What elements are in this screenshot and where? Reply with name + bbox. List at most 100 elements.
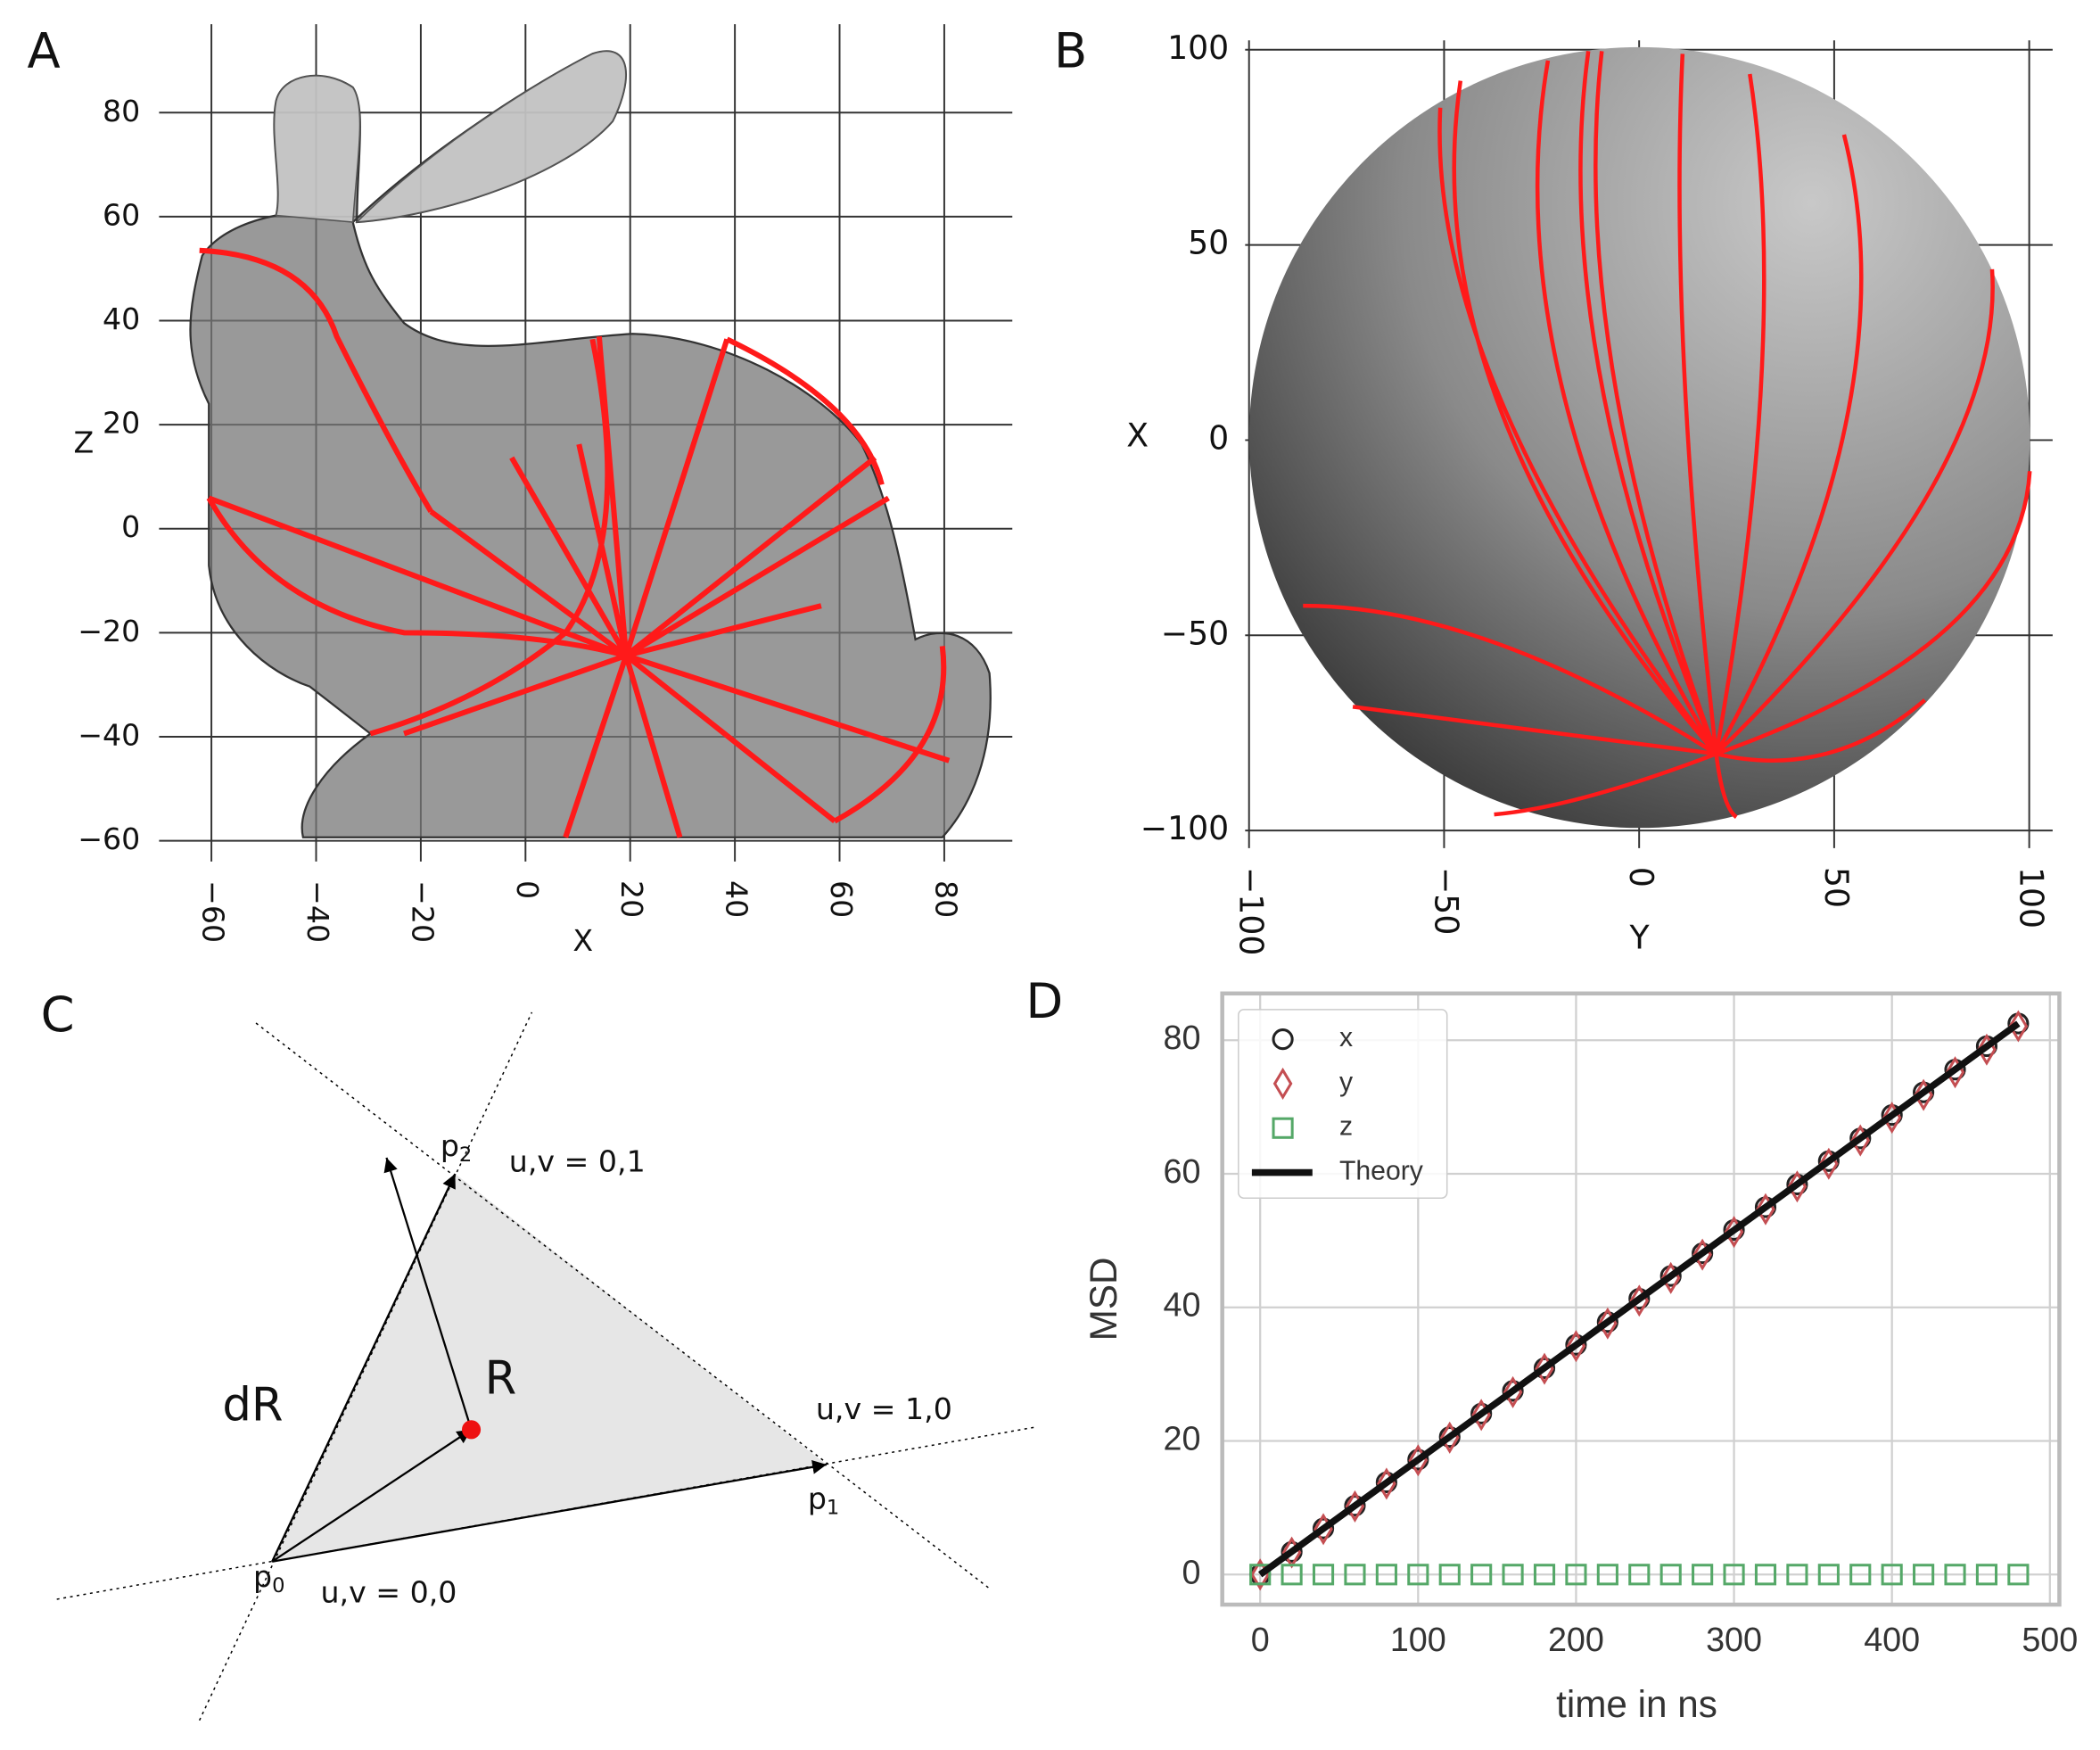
bunny [189, 50, 992, 838]
y-tick-label: 0 [1208, 418, 1229, 457]
point [1312, 1517, 1335, 1540]
point [1596, 1311, 1618, 1333]
legend-marker [1272, 1117, 1294, 1139]
x-axis-label: Y [1628, 918, 1650, 956]
x-tick-label: −20 [405, 880, 440, 943]
panel-label: C [41, 986, 75, 1043]
y-tick-label: −40 [78, 717, 140, 752]
x-axis-label: X [572, 923, 593, 958]
y-tick-label: −20 [78, 614, 140, 648]
y-tick-label: 40 [1164, 1286, 1201, 1324]
y-tick-label: 20 [103, 406, 140, 441]
point [1723, 1564, 1745, 1586]
point [1565, 1564, 1587, 1586]
y-tick-label: 40 [103, 301, 140, 336]
point [1470, 1564, 1493, 1586]
y-axis-label: MSD [1083, 1257, 1124, 1341]
label-p1: p1 [808, 1481, 839, 1519]
point [1596, 1564, 1618, 1586]
point [1692, 1242, 1714, 1265]
legend-marker [1272, 1067, 1293, 1100]
point [1281, 1564, 1303, 1586]
point [1312, 1564, 1335, 1586]
triangle [272, 1174, 827, 1562]
x-tick-label: 20 [614, 880, 649, 918]
y-tick-label: −100 [1141, 809, 1229, 847]
y-tick-label: 50 [1188, 224, 1229, 262]
x-tick-label: 400 [1864, 1621, 1920, 1658]
x-tick-label: 300 [1706, 1621, 1762, 1658]
y-tick-label: 80 [1164, 1019, 1201, 1056]
legend-marker [1272, 1028, 1294, 1051]
y-tick-label: 60 [1164, 1152, 1201, 1190]
point [1817, 1564, 1840, 1586]
point [1533, 1564, 1556, 1586]
point-r [461, 1420, 482, 1440]
y-tick-label: −50 [1161, 614, 1229, 652]
x-tick-label: −40 [301, 880, 335, 943]
point [1502, 1564, 1524, 1586]
legend-label: z [1339, 1112, 1353, 1142]
arrow [271, 1428, 473, 1563]
point [1913, 1564, 1935, 1586]
legend-label: y [1339, 1068, 1354, 1097]
y-tick-label: −60 [78, 821, 140, 856]
panel-label: A [27, 23, 60, 79]
x-axis-label: time in ns [1556, 1683, 1717, 1725]
label-uv: u,v = 0,0 [320, 1574, 457, 1609]
point [1502, 1380, 1524, 1402]
panel-label: D [1025, 973, 1063, 1029]
y-axis-label: Z [73, 425, 94, 460]
label-dr: dR [222, 1379, 283, 1432]
x-tick-label: 0 [510, 880, 545, 899]
point [1565, 1333, 1587, 1356]
point [1975, 1564, 1998, 1586]
point [1533, 1357, 1556, 1379]
point [1659, 1564, 1682, 1586]
label-uv: u,v = 0,1 [509, 1143, 646, 1178]
x-tick-label: 80 [928, 880, 963, 918]
x-tick-label: 0 [1251, 1621, 1270, 1658]
label-base: p [253, 1558, 272, 1593]
y-tick-label: 60 [103, 197, 140, 232]
y-tick-label: 0 [1182, 1553, 1201, 1590]
x-tick-label: 100 [2013, 867, 2051, 929]
point [2008, 1010, 2029, 1043]
y-tick-label: 20 [1164, 1420, 1201, 1457]
point [1375, 1564, 1397, 1586]
diagram: p2 p1 p0 u,v = 0,1 u,v = 1,0 u,v = 0,0 d… [56, 1011, 1037, 1721]
point [1628, 1564, 1651, 1586]
sphere-surface [1248, 46, 2030, 829]
x-tick-label: −60 [196, 880, 231, 943]
x-tick-label: 40 [720, 880, 754, 918]
x-tick-label: −100 [1232, 867, 1271, 955]
label-p0: p0 [253, 1558, 284, 1597]
point [1438, 1425, 1461, 1449]
point [1407, 1564, 1429, 1586]
legend-label: Theory [1339, 1157, 1424, 1186]
label-base: p [808, 1481, 827, 1515]
point [1438, 1564, 1461, 1586]
panel-label: B [1054, 23, 1087, 79]
point [1249, 1564, 1272, 1586]
point [1786, 1564, 1808, 1586]
theory-line [1257, 1020, 2021, 1578]
y-axis-label: X [1126, 417, 1149, 455]
point [1849, 1564, 1872, 1586]
point [1344, 1564, 1366, 1586]
label-sub: 2 [459, 1143, 472, 1166]
point [2007, 1564, 2030, 1586]
x-tick-label: 200 [1548, 1621, 1604, 1658]
label-p2: p2 [441, 1127, 472, 1166]
x-tick-label: 100 [1390, 1621, 1446, 1658]
label-sub: 0 [272, 1573, 284, 1597]
point [1281, 1540, 1303, 1563]
point [1944, 1564, 1966, 1586]
dotted-line [56, 1426, 1037, 1600]
panel-d: 0 100 200 300 400 500 0 20 40 60 80 time in ns MSD xy… [1083, 991, 2078, 1725]
label-r: R [485, 1351, 517, 1405]
x-tick-label: 0 [1622, 867, 1660, 887]
trajectories-a [199, 247, 951, 838]
